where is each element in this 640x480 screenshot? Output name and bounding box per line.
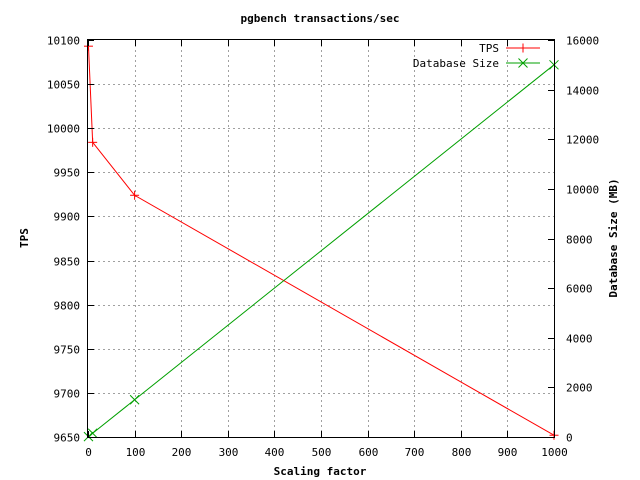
y-tick-label: 9650 xyxy=(54,432,81,445)
tick-labels-layer: 0 100 200 300 400 500 600 700 800 900 1000 9650 9700… xyxy=(47,35,599,460)
y2-tick-label: 14000 xyxy=(566,85,599,98)
data-point-database-size-stroke xyxy=(87,428,98,439)
y-tick-label: 9800 xyxy=(54,300,81,313)
legend-marker-tps xyxy=(518,43,528,53)
y2-tick-label: 16000 xyxy=(566,35,599,48)
x-axis-label: Scaling factor xyxy=(274,465,367,478)
legend-marker-database-size-stroke xyxy=(518,58,528,68)
y2-tick-label: 8000 xyxy=(566,234,593,247)
legend: TPS Database Size xyxy=(413,42,540,70)
legend-marker-database-size xyxy=(518,58,528,68)
chart-title: pgbench transactions/sec xyxy=(241,12,400,25)
x-tick-label: 900 xyxy=(498,446,518,459)
y-tick-label: 10100 xyxy=(47,35,80,48)
y-tick-label: 9700 xyxy=(54,388,81,401)
x-tick-label: 600 xyxy=(359,446,379,459)
x-tick-label: 800 xyxy=(452,446,472,459)
y-axis-label: TPS xyxy=(18,228,31,248)
y-tick-label: 9750 xyxy=(54,344,81,357)
data-point-database-size xyxy=(129,394,140,405)
series-layer xyxy=(83,41,559,442)
x-tick-label: 300 xyxy=(219,446,239,459)
y-tick-label: 9900 xyxy=(54,211,81,224)
ticks-layer xyxy=(88,40,555,438)
x-tick-label: 500 xyxy=(312,446,332,459)
plot-frame xyxy=(87,39,555,438)
grid-layer xyxy=(88,40,554,437)
legend-label-database-size: Database Size xyxy=(413,57,499,70)
x-tick-label: 700 xyxy=(405,446,425,459)
data-point-database-size-stroke xyxy=(129,394,140,405)
x-tick-label: 100 xyxy=(126,446,146,459)
x-tick-label: 0 xyxy=(85,446,92,459)
x-tick-label: 200 xyxy=(172,446,192,459)
data-point-tps xyxy=(88,137,98,147)
y2-tick-label: 2000 xyxy=(566,382,593,395)
y-tick-label: 10000 xyxy=(47,123,80,136)
y-tick-label: 9950 xyxy=(54,167,81,180)
y-tick-label: 10050 xyxy=(47,79,80,92)
y2-tick-label: 6000 xyxy=(566,283,593,296)
y2-tick-label: 0 xyxy=(566,432,573,445)
series-line-tps xyxy=(87,46,555,436)
data-point-database-size xyxy=(87,428,98,439)
y-tick-label: 9850 xyxy=(54,256,81,269)
data-point-tps xyxy=(130,190,140,200)
y2-tick-label: 12000 xyxy=(566,134,599,147)
x-tick-label: 1000 xyxy=(541,446,568,459)
y2-tick-label: 4000 xyxy=(566,333,593,346)
legend-label-tps: TPS xyxy=(479,42,499,55)
y2-tick-label: 10000 xyxy=(566,184,599,197)
y2-axis-label: Database Size (MB) xyxy=(607,178,620,297)
x-tick-label: 400 xyxy=(265,446,285,459)
